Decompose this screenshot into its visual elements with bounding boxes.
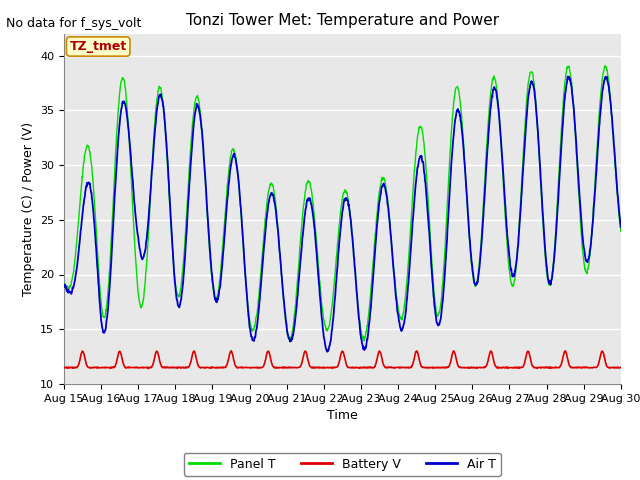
Legend: Panel T, Battery V, Air T: Panel T, Battery V, Air T (184, 453, 501, 476)
Text: TZ_tmet: TZ_tmet (70, 40, 127, 53)
Title: Tonzi Tower Met: Temperature and Power: Tonzi Tower Met: Temperature and Power (186, 13, 499, 28)
Y-axis label: Temperature (C) / Power (V): Temperature (C) / Power (V) (22, 122, 35, 296)
Text: No data for f_sys_volt: No data for f_sys_volt (6, 17, 142, 30)
X-axis label: Time: Time (327, 409, 358, 422)
